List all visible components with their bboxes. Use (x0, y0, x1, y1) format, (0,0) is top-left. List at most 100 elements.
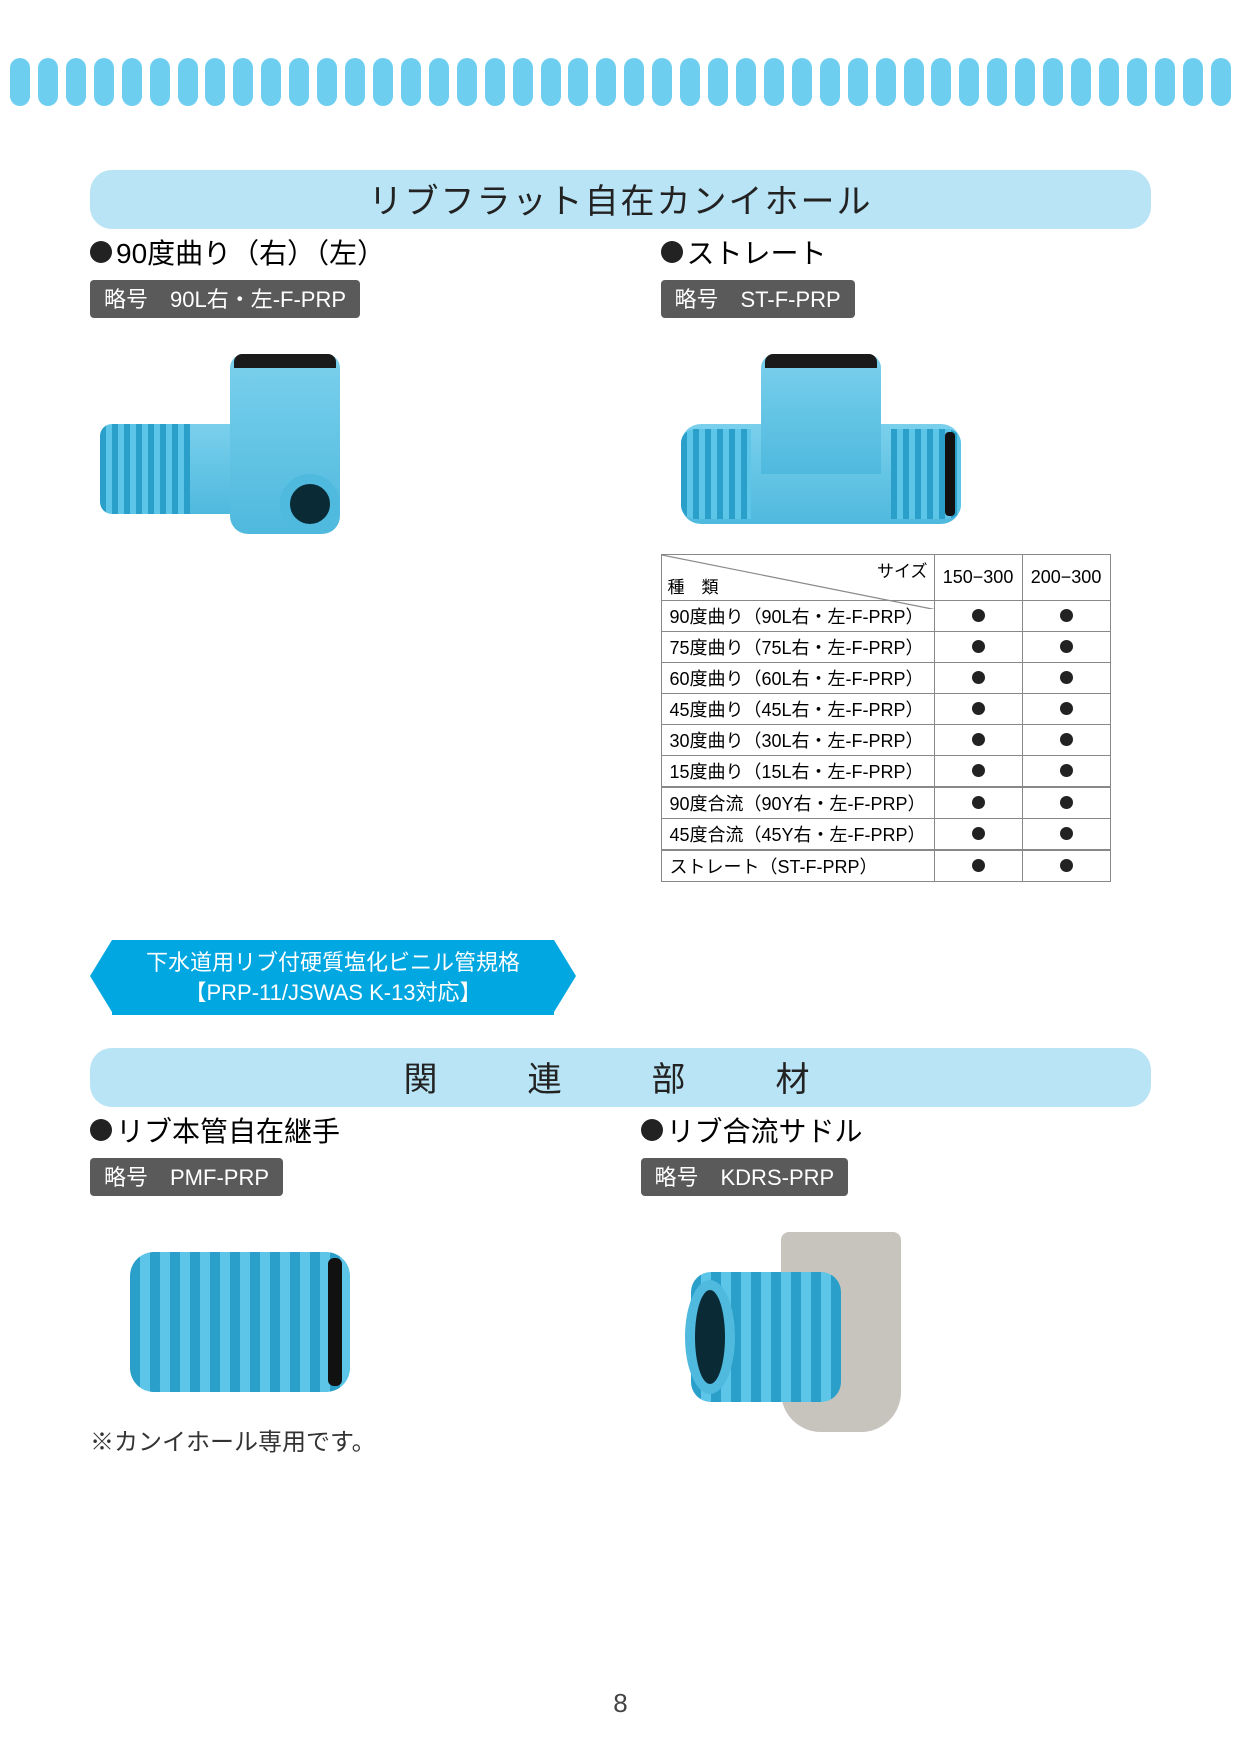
dot-icon (972, 640, 985, 653)
code-coupling: 略号 PMF-PRP (90, 1158, 283, 1196)
table-row: 15度曲り（15L右・左-F-PRP） (661, 756, 1110, 788)
table-row-label: 45度合流（45Y右・左-F-PRP） (661, 819, 934, 851)
dot-icon (972, 671, 985, 684)
border-pill (596, 58, 616, 106)
table-header-type: 種 類 (668, 573, 719, 598)
subtitle-90deg-text: 90度曲り（右）（左） (116, 232, 385, 272)
border-pill (1155, 58, 1175, 106)
dot-icon (972, 733, 985, 746)
code-saddle: 略号 KDRS-PRP (641, 1158, 849, 1196)
bullet-icon (90, 241, 112, 263)
border-pill (317, 58, 337, 106)
product-image-coupling (110, 1212, 370, 1412)
border-pill (848, 58, 868, 106)
product-image-saddle (661, 1212, 921, 1432)
table-row-label: 90度合流（90Y右・左-F-PRP） (661, 787, 934, 819)
border-pill (708, 58, 728, 106)
border-pill (541, 58, 561, 106)
border-pill (485, 58, 505, 106)
top-pill-border (0, 58, 1241, 106)
table-row: 45度曲り（45L右・左-F-PRP） (661, 694, 1110, 725)
table-row: 90度合流（90Y右・左-F-PRP） (661, 787, 1110, 819)
code-90deg: 略号 90L右・左-F-PRP (90, 280, 360, 318)
border-pill (94, 58, 114, 106)
bullet-icon (90, 1119, 112, 1141)
dot-icon (972, 702, 985, 715)
dot-icon (1060, 796, 1073, 809)
table-header-size: サイズ (877, 557, 928, 582)
subtitle-saddle: リブ合流サドル (641, 1110, 1152, 1150)
border-pill (652, 58, 672, 106)
dot-icon (972, 859, 985, 872)
subtitle-coupling-text: リブ本管自在継手 (116, 1110, 340, 1150)
product-image-90deg (90, 344, 370, 544)
table-mark-cell (1022, 663, 1110, 694)
coupling-note: ※カンイホール専用です。 (90, 1422, 601, 1457)
border-pill (1127, 58, 1147, 106)
border-pill (931, 58, 951, 106)
table-row-label: ストレート（ST-F-PRP） (661, 850, 934, 882)
section1-right: ストレート 略号 ST-F-PRP 種 類 サイズ150−300200−3009… (661, 232, 1152, 882)
standards-banner: 下水道用リブ付硬質塩化ビニル管規格 【PRP-11/JSWAS K-13対応】 (112, 940, 554, 1015)
border-pill (66, 58, 86, 106)
subtitle-90deg: 90度曲り（右）（左） (90, 232, 581, 272)
border-pill (345, 58, 365, 106)
border-pill (876, 58, 896, 106)
dot-icon (1060, 859, 1073, 872)
dot-icon (972, 764, 985, 777)
table-size-header: 200−300 (1022, 555, 1110, 601)
table-row-label: 60度曲り（60L右・左-F-PRP） (661, 663, 934, 694)
table-row-label: 45度曲り（45L右・左-F-PRP） (661, 694, 934, 725)
page-number: 8 (0, 1688, 1241, 1719)
border-pill (736, 58, 756, 106)
table-mark-cell (934, 725, 1022, 756)
border-pill (401, 58, 421, 106)
table-mark-cell (1022, 850, 1110, 882)
table-row: 30度曲り（30L右・左-F-PRP） (661, 725, 1110, 756)
table-corner-header: 種 類 サイズ (661, 555, 934, 601)
border-pill (624, 58, 644, 106)
table-row-label: 15度曲り（15L右・左-F-PRP） (661, 756, 934, 788)
dot-icon (972, 609, 985, 622)
border-pill (429, 58, 449, 106)
table-mark-cell (934, 756, 1022, 788)
border-pill (261, 58, 281, 106)
subtitle-saddle-text: リブ合流サドル (667, 1110, 863, 1150)
section1-title: リブフラット自在カンイホール (90, 170, 1151, 229)
border-pill (1211, 58, 1231, 106)
table-row-label: 75度曲り（75L右・左-F-PRP） (661, 632, 934, 663)
section2-title: 関 連 部 材 (90, 1048, 1151, 1107)
table-mark-cell (1022, 632, 1110, 663)
dot-icon (972, 827, 985, 840)
table-row: 45度合流（45Y右・左-F-PRP） (661, 819, 1110, 851)
border-pill (1099, 58, 1119, 106)
spec-table: 種 類 サイズ150−300200−30090度曲り（90L右・左-F-PRP）… (661, 554, 1111, 882)
border-pill (959, 58, 979, 106)
border-pill (1043, 58, 1063, 106)
bullet-icon (661, 241, 683, 263)
border-pill (38, 58, 58, 106)
table-mark-cell (934, 601, 1022, 632)
table-row: 75度曲り（75L右・左-F-PRP） (661, 632, 1110, 663)
section1-left: 90度曲り（右）（左） 略号 90L右・左-F-PRP (90, 232, 581, 882)
subtitle-coupling: リブ本管自在継手 (90, 1110, 601, 1150)
banner-line1: 下水道用リブ付硬質塩化ビニル管規格 (146, 948, 520, 978)
border-pill (680, 58, 700, 106)
table-mark-cell (934, 663, 1022, 694)
table-row-label: 30度曲り（30L右・左-F-PRP） (661, 725, 934, 756)
table-mark-cell (1022, 725, 1110, 756)
border-pill (289, 58, 309, 106)
border-pill (122, 58, 142, 106)
table-mark-cell (1022, 756, 1110, 788)
border-pill (1183, 58, 1203, 106)
code-straight: 略号 ST-F-PRP (661, 280, 855, 318)
dot-icon (1060, 733, 1073, 746)
dot-icon (1060, 609, 1073, 622)
table-mark-cell (1022, 601, 1110, 632)
section2-right: リブ合流サドル 略号 KDRS-PRP (641, 1110, 1152, 1457)
border-pill (373, 58, 393, 106)
border-pill (205, 58, 225, 106)
border-pill (568, 58, 588, 106)
table-mark-cell (1022, 819, 1110, 851)
border-pill (987, 58, 1007, 106)
